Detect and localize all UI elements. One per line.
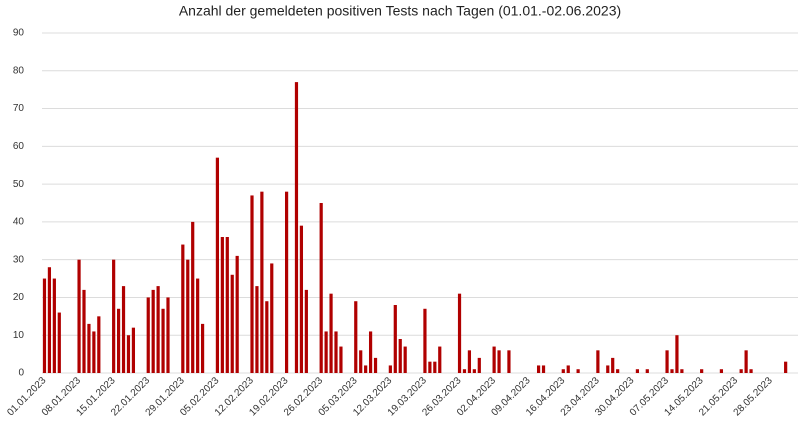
- bar: [329, 293, 333, 373]
- bar: [191, 221, 195, 373]
- bar: [294, 82, 299, 373]
- bar: [161, 308, 165, 373]
- bar: [225, 237, 229, 373]
- bar: [126, 335, 131, 373]
- bar: [457, 293, 462, 373]
- bar: [497, 350, 501, 373]
- bar: [403, 346, 407, 373]
- bar: [156, 286, 160, 373]
- bar: [42, 278, 47, 373]
- bar: [749, 369, 753, 373]
- bar: [507, 350, 511, 373]
- bar: [186, 259, 190, 373]
- y-tick-label: 50: [13, 179, 25, 190]
- bar: [304, 289, 308, 373]
- bar: [675, 335, 679, 373]
- y-tick-label: 80: [13, 65, 25, 76]
- bar: [368, 331, 373, 373]
- bar: [92, 331, 96, 373]
- bar: [645, 369, 649, 373]
- bar: [433, 361, 437, 373]
- bar: [719, 369, 724, 373]
- bar: [151, 289, 155, 373]
- bar: [255, 286, 259, 373]
- bar: [576, 369, 580, 373]
- bar: [784, 361, 788, 373]
- bar: [611, 357, 615, 373]
- bar: [77, 259, 81, 373]
- bar: [536, 365, 541, 373]
- bar: [235, 255, 239, 373]
- bar: [665, 350, 669, 373]
- bar: [364, 365, 368, 373]
- bar: [670, 369, 674, 373]
- bar: [112, 259, 116, 373]
- bar: [541, 365, 546, 373]
- bar: [423, 308, 427, 373]
- bar: [596, 350, 600, 373]
- bar: [467, 350, 472, 373]
- y-tick-label: 40: [13, 217, 25, 228]
- bar: [265, 301, 269, 373]
- bar: [230, 274, 234, 373]
- bar: [57, 312, 61, 373]
- bar: [284, 191, 289, 373]
- bar: [97, 316, 101, 373]
- bar: [462, 369, 467, 373]
- bar: [270, 263, 274, 373]
- bar: [393, 305, 397, 373]
- y-tick-label: 90: [13, 28, 25, 39]
- y-tick-label: 30: [13, 254, 25, 265]
- bar: [116, 308, 121, 373]
- bar: [561, 369, 565, 373]
- chart-title: Anzahl der gemeldeten positiven Tests na…: [179, 3, 621, 19]
- bar: [388, 365, 392, 373]
- y-tick-label: 0: [18, 368, 24, 379]
- bar: [616, 369, 620, 373]
- bar: [472, 369, 476, 373]
- bar: [398, 339, 402, 373]
- bar: [215, 157, 220, 373]
- bar: [700, 369, 704, 373]
- bar: [131, 327, 136, 373]
- bar: [250, 195, 254, 373]
- bar: [744, 350, 748, 373]
- bar: [477, 357, 481, 373]
- bar: [181, 244, 185, 373]
- bar: [47, 267, 52, 373]
- y-tick-label: 10: [13, 330, 25, 341]
- y-tick-label: 20: [13, 292, 25, 303]
- bar: [339, 346, 343, 373]
- bar: [566, 365, 570, 373]
- bar: [121, 286, 126, 373]
- bar: [82, 289, 86, 373]
- bar: [319, 203, 323, 373]
- y-tick-label: 60: [13, 141, 25, 152]
- bar: [260, 191, 264, 373]
- bar: [220, 237, 224, 373]
- bar: [87, 323, 91, 373]
- bar: [373, 357, 378, 373]
- bar: [324, 331, 328, 373]
- bar: [52, 278, 56, 373]
- y-tick-label: 70: [13, 103, 25, 114]
- bar: [606, 365, 610, 373]
- bar: [359, 350, 363, 373]
- bar: [635, 369, 640, 373]
- bar: [428, 361, 432, 373]
- bar: [334, 331, 338, 373]
- bar: [200, 323, 205, 373]
- bar: [739, 369, 743, 373]
- bar: [438, 346, 442, 373]
- bar: [146, 297, 150, 373]
- bar: [680, 369, 684, 373]
- bar: [492, 346, 496, 373]
- bar: [354, 301, 358, 373]
- bar: [166, 297, 170, 373]
- bar: [196, 278, 200, 373]
- bar: [299, 225, 304, 373]
